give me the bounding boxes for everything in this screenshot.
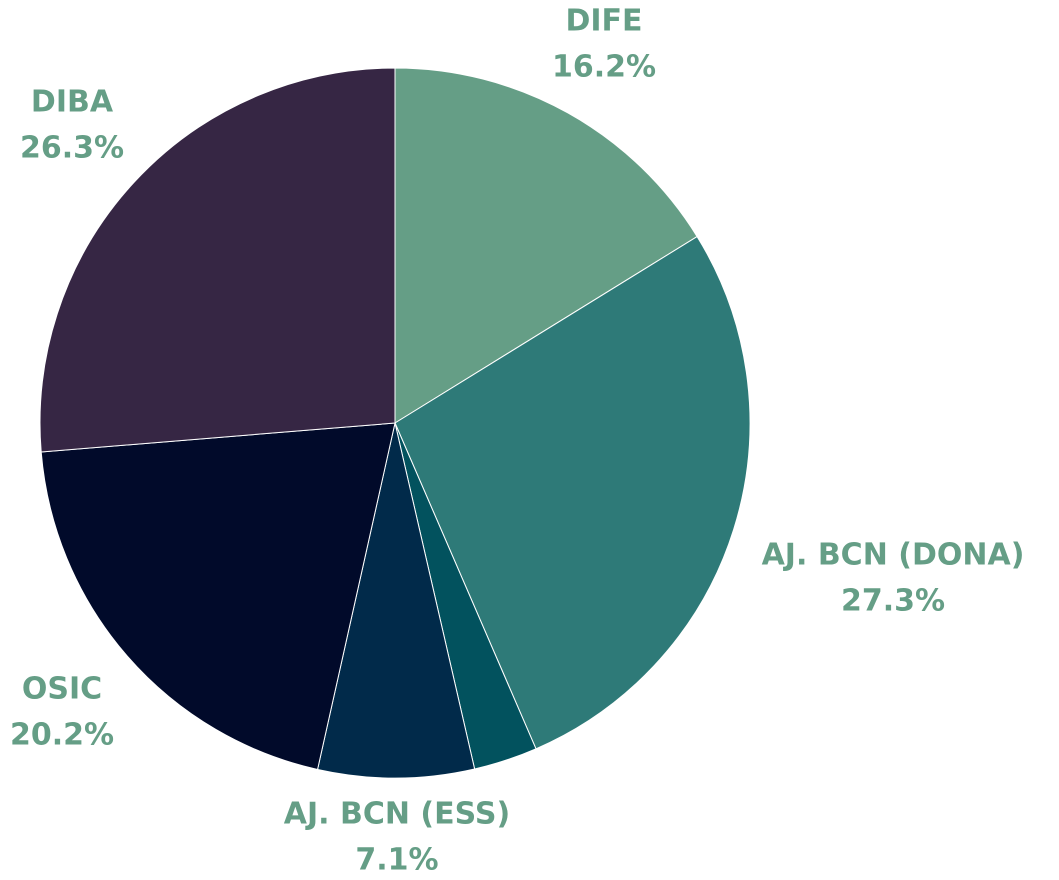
slice-value-label: 26.3% xyxy=(20,131,124,166)
slice-value-label: 7.1% xyxy=(355,843,438,878)
pie-slice xyxy=(394,235,751,750)
slice-value-label: 16.2% xyxy=(552,50,656,85)
slice-label: DIBA xyxy=(31,85,114,120)
slice-value-label: 20.2% xyxy=(10,718,114,753)
pie-slice xyxy=(316,422,476,779)
slice-label: AJ. BCN (ESS) xyxy=(284,797,510,832)
slice-label: DIFE xyxy=(565,4,642,39)
pie-slice xyxy=(40,422,396,771)
slice-value-label: 27.3% xyxy=(841,584,945,619)
pie-slice xyxy=(39,67,396,453)
slice-label: AJ. BCN (DONA) xyxy=(762,538,1025,573)
pie-slice xyxy=(394,67,698,424)
slice-label: OSIC xyxy=(22,672,102,707)
